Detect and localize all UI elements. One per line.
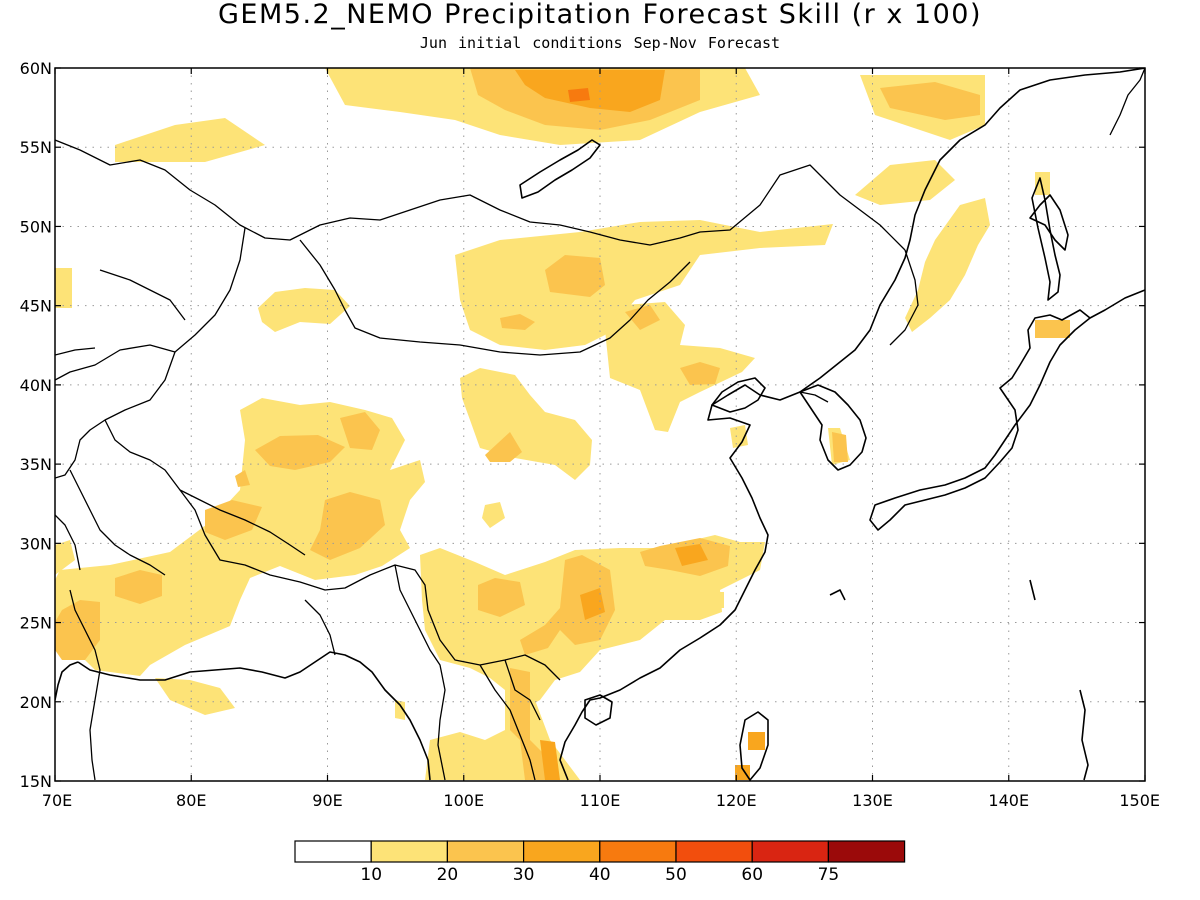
lon-tick-label: 150E [1119,791,1160,810]
lon-tick-label: 100E [443,791,484,810]
colorbar: 10 20 30 40 50 60 75 [294,840,906,885]
lat-tick-label: 50N [20,217,52,236]
colorbar-label: 75 [818,865,840,885]
lat-tick-label: 25N [20,614,52,633]
colorbar-label: 50 [665,865,687,885]
lat-tick-label: 20N [20,693,52,712]
lat-tick-label: 60N [20,59,52,78]
border-layer [55,68,1145,781]
lon-tick-label: 140E [988,791,1029,810]
lon-tick-label: 110E [580,791,621,810]
lat-tick-label: 40N [20,376,52,395]
lat-tick-label: 35N [20,455,52,474]
coastline-layer [55,68,1145,781]
map-subtitle: Jun initial conditions Sep-Nov Forecast [419,34,781,52]
lon-tick-label: 90E [312,791,342,810]
colorbar-label: 20 [437,865,459,885]
lon-tick-label: 70E [42,791,72,810]
skill-level-40 [568,88,590,102]
map-title: GEM5.2_NEMO Precipitation Forecast Skill… [218,0,982,30]
colorbar-label: 10 [360,865,382,885]
lat-axis: 15N 20N 25N 30N 35N 40N 45N 50N 55N 60N [20,59,1145,791]
colorbar-swatch [370,840,449,863]
lat-tick-label: 30N [20,534,52,553]
graticule [55,68,1145,781]
lon-tick-label: 130E [852,791,893,810]
colorbar-swatch [751,840,830,863]
lat-tick-label: 55N [20,138,52,157]
plot-frame [54,67,1146,782]
colorbar-swatch [294,840,372,863]
skill-level-30 [515,70,765,780]
lat-tick-label: 15N [20,772,52,791]
lon-axis: 70E 80E 90E 100E 110E 120E 130E 140E 150E [42,68,1160,810]
colorbar-label: 40 [589,865,611,885]
colorbar-label: 30 [513,865,535,885]
colorbar-swatch [675,840,753,863]
colorbar-swatch [446,840,525,863]
lat-tick-label: 45N [20,297,52,316]
colorbar-swatch [827,840,906,863]
colorbar-swatch [599,840,677,863]
lon-tick-label: 80E [176,791,206,810]
colorbar-label: 60 [741,865,763,885]
lon-tick-label: 120E [716,791,757,810]
skill-field [55,68,1070,780]
colorbar-swatch [522,840,601,863]
